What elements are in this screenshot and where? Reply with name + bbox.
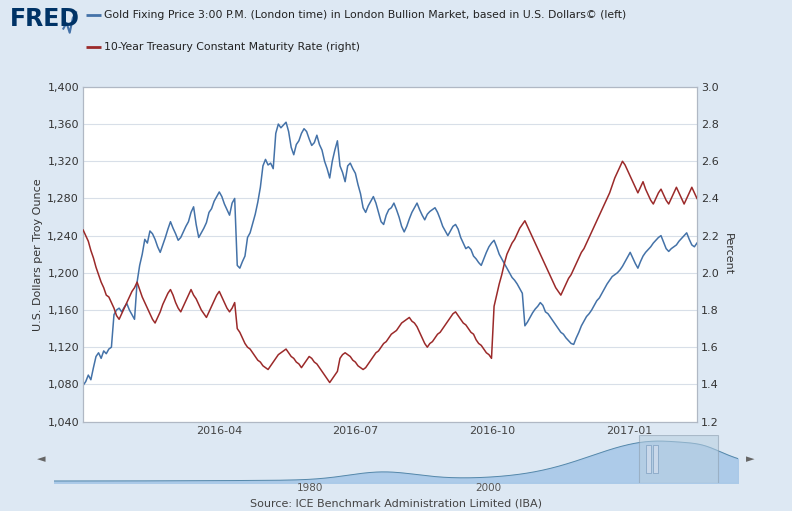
Text: 2000: 2000 bbox=[475, 483, 501, 493]
Text: 10-Year Treasury Constant Maturity Rate (right): 10-Year Treasury Constant Maturity Rate … bbox=[104, 42, 360, 53]
Bar bbox=[653, 445, 658, 473]
Text: Source: ICE Benchmark Administration Limited (IBA): Source: ICE Benchmark Administration Lim… bbox=[250, 499, 542, 509]
Text: ◄: ◄ bbox=[37, 454, 46, 464]
Text: 1980: 1980 bbox=[297, 483, 324, 493]
Text: Gold Fixing Price 3:00 P.M. (London time) in London Bullion Market, based in U.S: Gold Fixing Price 3:00 P.M. (London time… bbox=[104, 10, 626, 20]
Text: ►: ► bbox=[746, 454, 755, 464]
Bar bbox=[645, 445, 651, 473]
Y-axis label: Percent: Percent bbox=[723, 233, 733, 275]
Y-axis label: U.S. Dollars per Troy Ounce: U.S. Dollars per Troy Ounce bbox=[33, 178, 43, 331]
Text: FRED: FRED bbox=[10, 7, 79, 31]
Bar bbox=[639, 435, 718, 483]
